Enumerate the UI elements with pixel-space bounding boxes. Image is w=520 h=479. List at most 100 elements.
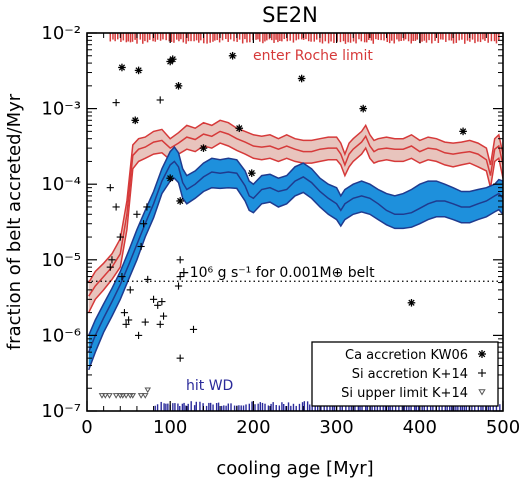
- x-tick-label: 500: [486, 417, 520, 438]
- ca-accretion-point: [199, 144, 208, 152]
- legend-label-si: Si accretion K+14: [352, 367, 468, 382]
- asterisk-stroke: [132, 117, 139, 124]
- si-accretion-point: [144, 275, 152, 284]
- axes: 0 100 200 300 400 500 10⁻⁷ 10⁻⁶ 10⁻⁵ 10⁻⁴ 10⁻³ 10⁻²: [41, 23, 520, 438]
- x-tick-label: 100: [153, 417, 187, 438]
- wd-band-center-line: [88, 160, 503, 353]
- ca-accretion-point: [247, 169, 256, 177]
- legend-ca-marker: [478, 350, 486, 358]
- ca-accretion-point: [359, 104, 368, 113]
- si-accretion-point: [120, 309, 129, 317]
- si-accretion-point: [174, 282, 183, 290]
- si-accretion-point: [189, 325, 198, 334]
- si-upper-limit-point: [144, 387, 152, 394]
- chart-title: SE2N: [262, 3, 318, 27]
- asterisk-stroke: [229, 52, 236, 59]
- asterisk-stroke: [459, 128, 467, 135]
- si-accretion-point: [133, 210, 141, 218]
- roche-band-lower-line: [88, 142, 503, 313]
- si-accretion-point: [176, 272, 184, 281]
- si-upper-limit-point: [141, 393, 149, 399]
- ca-accretion-point: [168, 55, 177, 64]
- ca-accretion-point: [235, 124, 244, 133]
- asterisk-stroke: [200, 144, 207, 152]
- asterisk-stroke: [298, 75, 305, 82]
- y-axis-label: fraction of belt accreted/Myr: [4, 93, 25, 350]
- si-accretion-point: [118, 272, 126, 281]
- wd-band-fill: [88, 147, 503, 370]
- ca-accretion-point: [134, 66, 143, 75]
- si-upper-limit-point: [119, 393, 127, 399]
- y-tick-label: 10⁻²: [41, 23, 81, 44]
- si-accretion-point: [122, 320, 130, 328]
- x-tick-label: 0: [81, 417, 92, 438]
- wd-band-upper-line: [88, 145, 503, 336]
- si-accretion-point: [112, 203, 120, 211]
- si-upper-limit-point: [106, 393, 113, 399]
- si-accretion-point: [141, 318, 149, 326]
- asterisk-stroke: [135, 67, 142, 74]
- wd-annotation: hit WD: [186, 378, 233, 394]
- si-accretion-point: [112, 99, 120, 107]
- ca-accretion-point: [118, 63, 126, 72]
- ca-accretion-point: [174, 82, 183, 90]
- asterisk-stroke: [118, 64, 126, 71]
- asterisk-stroke: [175, 82, 182, 89]
- asterisk-stroke: [167, 175, 174, 182]
- x-tick-label: 400: [403, 417, 437, 438]
- si-accretion-point: [137, 242, 145, 251]
- si-accretion-point: [158, 297, 166, 306]
- legend-si-upper-marker: [478, 389, 486, 396]
- plot-frame: [86, 32, 504, 412]
- roche-annotation: enter Roche limit: [253, 48, 373, 64]
- si-accretion-point: [156, 96, 164, 104]
- reference-line-label: +10⁶ g s⁻¹ for 0.001M⊕ belt: [178, 265, 375, 281]
- si-accretion-point: [125, 316, 133, 324]
- x-tick-label: 200: [236, 417, 270, 438]
- x-tick-label: 300: [319, 417, 353, 438]
- roche-band-upper-line: [88, 119, 503, 283]
- asterisk-stroke: [408, 299, 415, 306]
- asterisk-stroke: [248, 170, 255, 177]
- ca-accretion-point: [176, 197, 184, 205]
- asterisk-stroke: [360, 105, 367, 112]
- si-accretion-point: [126, 286, 134, 294]
- roche-band-fill: [88, 120, 503, 313]
- ca-accretion-point: [166, 174, 174, 183]
- legend-label-si-upper: Si upper limit K+14: [341, 386, 468, 401]
- si-upper-limit-point: [129, 393, 137, 399]
- si-upper-limit-point: [112, 393, 120, 399]
- si-accretion-point: [154, 301, 162, 309]
- roche-band-center-line: [88, 130, 503, 297]
- asterisk-stroke: [177, 197, 184, 205]
- si-accretion-point: [176, 354, 184, 362]
- si-accretion-point: [106, 263, 114, 271]
- y-tick-label: 10⁻³: [41, 99, 81, 120]
- asterisk-stroke: [236, 125, 243, 132]
- y-tick-label: 10⁻⁴: [41, 174, 81, 195]
- asterisk-stroke: [169, 56, 176, 63]
- ca-accretion-point: [459, 127, 467, 136]
- legend: Ca accretion KW06 Si accretion K+14 Si u…: [311, 341, 499, 407]
- si-upper-limit-point: [102, 393, 109, 399]
- ca-accretion-point: [297, 74, 306, 83]
- si-accretion-point: [139, 220, 148, 228]
- ca-accretion-point: [228, 51, 237, 60]
- si-accretion-point: [106, 184, 114, 192]
- si-upper-limit-point: [137, 393, 145, 399]
- wd-band-lower-line: [87, 177, 503, 371]
- si-accretion-point: [108, 256, 116, 264]
- legend-si-marker: [478, 369, 486, 377]
- si-upper-limit-point: [122, 393, 130, 399]
- si-accretion-point: [176, 256, 184, 264]
- si-accretion-point: [156, 320, 164, 328]
- si-upper-limit-point: [98, 393, 106, 399]
- si-accretion-point: [134, 331, 143, 339]
- asterisk-stroke: [478, 350, 486, 358]
- ca-accretion-point: [131, 116, 140, 125]
- ca-accretion-point: [407, 298, 416, 307]
- si-accretion-point: [143, 203, 151, 211]
- y-tick-label: 10⁻⁶: [41, 325, 81, 346]
- y-tick-label: 10⁻⁵: [41, 250, 81, 271]
